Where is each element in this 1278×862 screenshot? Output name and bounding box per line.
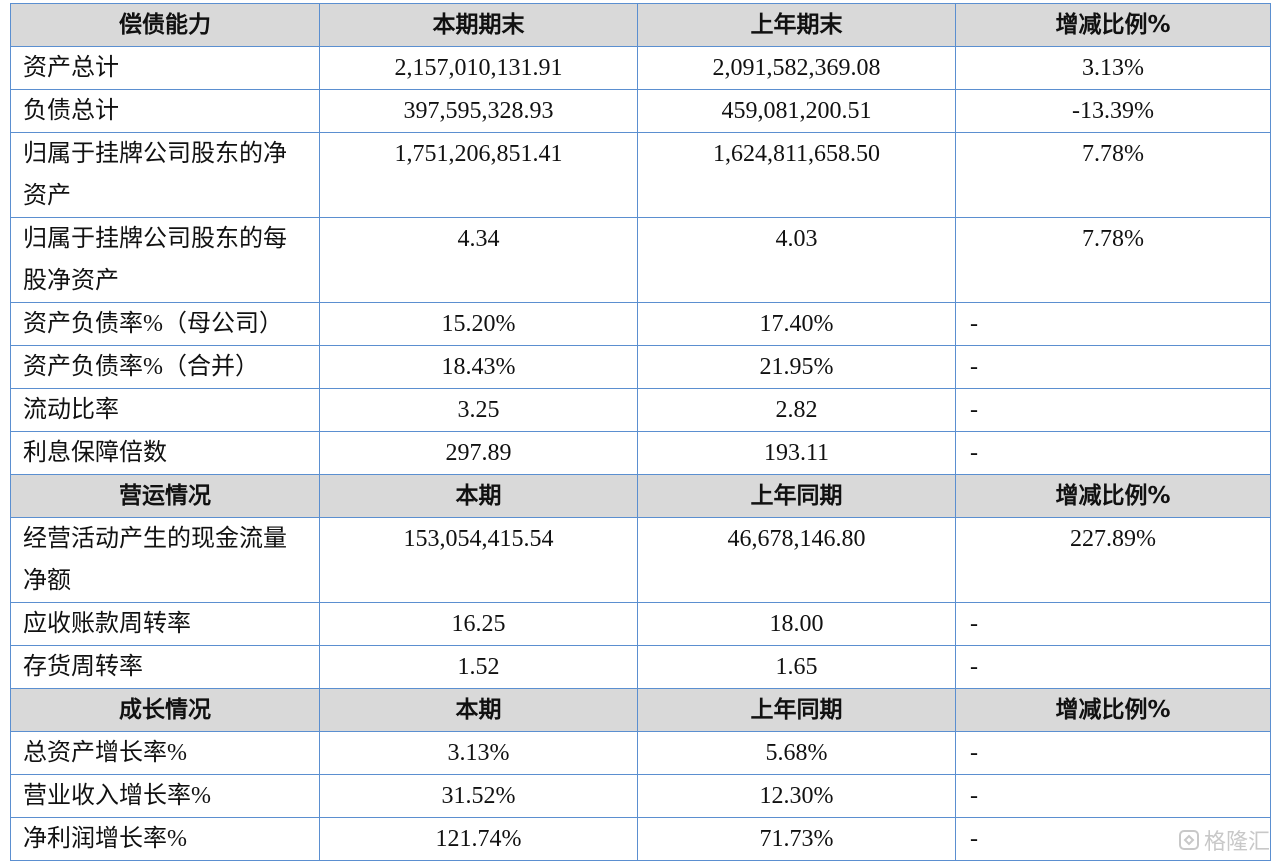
row-label: 归属于挂牌公司股东的每股净资产 [10, 217, 320, 303]
row-label: 经营活动产生的现金流量净额 [10, 517, 320, 603]
section-header-row: 偿债能力 本期期末 上年期末 增减比例% [10, 3, 1271, 47]
header-cell: 增减比例% [955, 3, 1271, 47]
value-cell: 2,091,582,369.08 [637, 46, 956, 90]
value-cell: 193.11 [637, 431, 956, 475]
data-row: 归属于挂牌公司股东的净资产 1,751,206,851.41 1,624,811,6… [10, 132, 1271, 218]
value-cell: 16.25 [319, 602, 638, 646]
value-cell: 3.13% [955, 46, 1271, 90]
data-row: 流动比率 3.25 2.82- [10, 388, 1271, 432]
row-label: 总资产增长率% [10, 731, 320, 775]
value-cell: 5.68% [637, 731, 956, 775]
value-cell: 21.95% [637, 345, 956, 389]
value-cell: 121.74% [319, 817, 638, 861]
header-cell: 营运情况 [10, 474, 320, 518]
data-row: 资产总计 2,157,010,131.91 2,091,582,369.08 3.13… [10, 46, 1271, 90]
row-label: 流动比率 [10, 388, 320, 432]
value-cell: 15.20% [319, 302, 638, 346]
value-cell: 71.73% [637, 817, 956, 861]
data-row: 存货周转率 1.52 1.65- [10, 645, 1271, 689]
value-cell: 12.30% [637, 774, 956, 818]
value-cell: 2.82 [637, 388, 956, 432]
row-label: 负债总计 [10, 89, 320, 133]
header-cell: 本期 [319, 688, 638, 732]
data-row: 资产负债率%（母公司） 15.20% 17.40% - [10, 302, 1271, 346]
data-row: 净利润增长率% 121.74% 71.73% - [10, 817, 1271, 861]
value-cell: - [955, 302, 1271, 346]
value-cell: - [955, 817, 1271, 861]
row-label: 归属于挂牌公司股东的净资产 [10, 132, 320, 218]
value-cell: 2,157,010,131.91 [319, 46, 638, 90]
data-row: 营业收入增长率% 31.52% 12.30% - [10, 774, 1271, 818]
header-cell: 本期 [319, 474, 638, 518]
value-cell: 31.52% [319, 774, 638, 818]
header-cell: 成长情况 [10, 688, 320, 732]
data-row: 归属于挂牌公司股东的每股净资产 4.34 4.03 7.78% [10, 217, 1271, 303]
value-cell: -13.39% [955, 89, 1271, 133]
value-cell: 1.52 [319, 645, 638, 689]
value-cell: 227.89% [955, 517, 1271, 603]
financial-table: 偿债能力 本期期末 上年期末 增减比例% 资产总计 2,157,010,131.91 2,0… [10, 3, 1271, 861]
value-cell: 153,054,415.54 [319, 517, 638, 603]
value-cell: 18.43% [319, 345, 638, 389]
row-label: 营业收入增长率% [10, 774, 320, 818]
value-cell: 4.03 [637, 217, 956, 303]
value-cell: - [955, 388, 1271, 432]
data-row: 应收账款周转率 16.25 18.00- [10, 602, 1271, 646]
value-cell: 397,595,328.93 [319, 89, 638, 133]
header-cell: 增减比例% [955, 688, 1271, 732]
value-cell: - [955, 602, 1271, 646]
value-cell: 459,081,200.51 [637, 89, 956, 133]
value-cell: 1.65 [637, 645, 956, 689]
data-row: 资产负债率%（合并） 18.43% 21.95% - [10, 345, 1271, 389]
value-cell: 17.40% [637, 302, 956, 346]
header-cell: 上年期末 [637, 3, 956, 47]
header-cell: 增减比例% [955, 474, 1271, 518]
header-cell: 本期期末 [319, 3, 638, 47]
value-cell: - [955, 431, 1271, 475]
section-header-row: 成长情况 本期 上年同期 增减比例% [10, 688, 1271, 732]
value-cell: 3.25 [319, 388, 638, 432]
header-cell: 上年同期 [637, 474, 956, 518]
data-row: 总资产增长率% 3.13% 5.68% - [10, 731, 1271, 775]
row-label: 应收账款周转率 [10, 602, 320, 646]
value-cell: 46,678,146.80 [637, 517, 956, 603]
row-label: 净利润增长率% [10, 817, 320, 861]
header-cell: 上年同期 [637, 688, 956, 732]
row-label: 资产负债率%（母公司） [10, 302, 320, 346]
value-cell: 18.00 [637, 602, 956, 646]
row-label: 资产总计 [10, 46, 320, 90]
value-cell: 3.13% [319, 731, 638, 775]
value-cell: - [955, 774, 1271, 818]
value-cell: 1,751,206,851.41 [319, 132, 638, 218]
value-cell: 7.78% [955, 217, 1271, 303]
row-label: 资产负债率%（合并） [10, 345, 320, 389]
row-label: 利息保障倍数 [10, 431, 320, 475]
value-cell: - [955, 731, 1271, 775]
value-cell: - [955, 645, 1271, 689]
value-cell: 1,624,811,658.50 [637, 132, 956, 218]
value-cell: 297.89 [319, 431, 638, 475]
data-row: 负债总计 397,595,328.93 459,081,200.51 -13.39% [10, 89, 1271, 133]
value-cell: 7.78% [955, 132, 1271, 218]
data-row: 利息保障倍数 297.89 193.11- [10, 431, 1271, 475]
watermark-text: 格隆汇 [1203, 830, 1270, 855]
value-cell: - [955, 345, 1271, 389]
watermark: 格隆汇 [1178, 824, 1270, 856]
section-header-row: 营运情况 本期 上年同期 增减比例% [10, 474, 1271, 518]
row-label: 存货周转率 [10, 645, 320, 689]
watermark-icon [1178, 830, 1199, 850]
data-row: 经营活动产生的现金流量净额 153,054,415.54 46,678,146.80… [10, 517, 1271, 603]
value-cell: 4.34 [319, 217, 638, 303]
header-cell: 偿债能力 [10, 3, 320, 47]
